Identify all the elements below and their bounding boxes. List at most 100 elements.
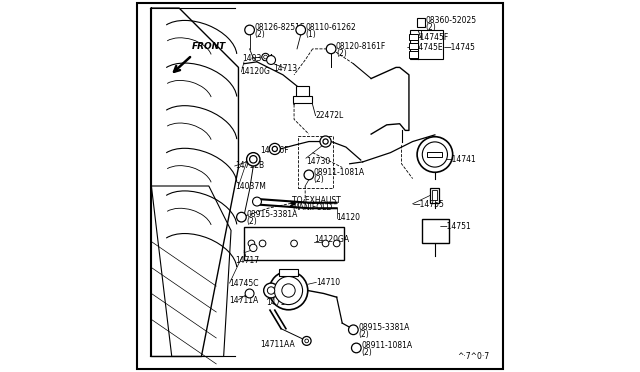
Text: (2): (2)	[336, 49, 347, 58]
Circle shape	[248, 240, 255, 247]
Text: 14711A: 14711A	[230, 296, 259, 305]
Text: N: N	[354, 346, 359, 350]
Circle shape	[282, 284, 295, 297]
Bar	[410, 51, 418, 58]
Text: M: M	[350, 327, 356, 332]
Text: 14120G: 14120G	[240, 67, 270, 76]
Text: 08360-52025: 08360-52025	[426, 16, 477, 25]
Circle shape	[246, 153, 260, 166]
Bar	[431, 188, 439, 203]
Text: 08126-8251E: 08126-8251E	[255, 23, 305, 32]
Bar	[279, 269, 298, 276]
Text: (2): (2)	[246, 217, 257, 226]
Circle shape	[275, 276, 303, 305]
Circle shape	[245, 289, 254, 298]
Circle shape	[244, 25, 255, 35]
Circle shape	[304, 170, 314, 180]
Circle shape	[326, 44, 336, 54]
Text: B: B	[298, 28, 303, 32]
Text: 14711AA: 14711AA	[260, 340, 294, 349]
Circle shape	[291, 240, 298, 247]
Bar	[410, 34, 418, 40]
Text: 14745C: 14745C	[230, 279, 259, 288]
Circle shape	[264, 283, 278, 298]
Bar	[422, 219, 449, 243]
Text: 08911-1081A: 08911-1081A	[314, 168, 365, 177]
Text: S: S	[419, 20, 423, 25]
Text: 14120: 14120	[337, 213, 361, 222]
Bar	[410, 31, 443, 59]
Text: —14745: —14745	[444, 43, 476, 52]
Text: TO EXHAUST: TO EXHAUST	[292, 196, 340, 205]
Circle shape	[269, 143, 280, 154]
Text: —14745F: —14745F	[413, 32, 449, 42]
Bar	[432, 190, 438, 200]
Bar	[296, 86, 309, 97]
Text: (2): (2)	[361, 348, 372, 357]
Text: 14712B: 14712B	[235, 161, 264, 170]
Text: MANIFOLD: MANIFOLD	[292, 203, 332, 212]
Circle shape	[349, 325, 358, 335]
Text: 08120-8161F: 08120-8161F	[336, 42, 386, 51]
Text: ^·7^0·7: ^·7^0·7	[457, 352, 489, 361]
Circle shape	[302, 336, 311, 345]
Text: 08911-1081A: 08911-1081A	[361, 341, 412, 350]
Circle shape	[320, 136, 331, 147]
Circle shape	[262, 53, 269, 61]
Circle shape	[250, 155, 257, 163]
Bar	[244, 227, 344, 260]
Text: (2): (2)	[426, 23, 436, 32]
Circle shape	[323, 139, 328, 144]
Text: 08110-61262: 08110-61262	[305, 23, 356, 32]
Bar	[417, 19, 425, 28]
Text: B: B	[329, 46, 333, 51]
Circle shape	[268, 287, 275, 294]
Text: FRONT: FRONT	[192, 42, 227, 51]
Circle shape	[237, 212, 246, 222]
Circle shape	[250, 244, 257, 251]
Text: 08915-3381A: 08915-3381A	[246, 210, 298, 219]
Text: 14037M: 14037M	[235, 182, 266, 190]
Circle shape	[267, 55, 276, 64]
Text: —: —	[284, 289, 293, 299]
Circle shape	[351, 343, 361, 353]
Text: 14776F: 14776F	[260, 146, 289, 155]
Circle shape	[417, 137, 452, 172]
Text: 14719: 14719	[267, 298, 291, 307]
Circle shape	[253, 197, 262, 206]
Circle shape	[296, 25, 305, 35]
Text: (2): (2)	[255, 29, 265, 39]
Text: 14713: 14713	[274, 64, 298, 73]
Text: 14037M: 14037M	[242, 54, 273, 62]
Circle shape	[269, 271, 308, 310]
Text: 14120GA: 14120GA	[314, 235, 349, 244]
Text: —14745E: —14745E	[407, 43, 444, 52]
Text: (2): (2)	[314, 175, 324, 184]
Text: —14751: —14751	[439, 222, 471, 231]
Text: 14730: 14730	[306, 157, 330, 166]
Circle shape	[264, 55, 268, 59]
Text: —: —	[284, 282, 293, 292]
Circle shape	[422, 142, 447, 167]
Text: V: V	[239, 215, 244, 219]
Text: (2): (2)	[358, 330, 369, 339]
Text: —14755: —14755	[413, 200, 445, 209]
Text: (1): (1)	[305, 29, 316, 39]
Bar	[298, 136, 333, 188]
Text: 14717: 14717	[236, 256, 260, 264]
Circle shape	[333, 240, 340, 247]
Text: 08915-3381A: 08915-3381A	[358, 323, 410, 332]
Bar	[410, 43, 418, 49]
Circle shape	[322, 240, 329, 247]
Text: N: N	[306, 172, 312, 177]
Circle shape	[305, 339, 308, 343]
Bar	[293, 96, 312, 103]
Circle shape	[259, 240, 266, 247]
Text: 14710: 14710	[316, 278, 340, 287]
Text: —14741: —14741	[445, 155, 476, 164]
Bar	[428, 151, 442, 157]
Text: 22472L: 22472L	[316, 111, 344, 120]
Text: B: B	[247, 28, 252, 32]
Circle shape	[272, 146, 277, 151]
Text: F: F	[432, 150, 438, 159]
